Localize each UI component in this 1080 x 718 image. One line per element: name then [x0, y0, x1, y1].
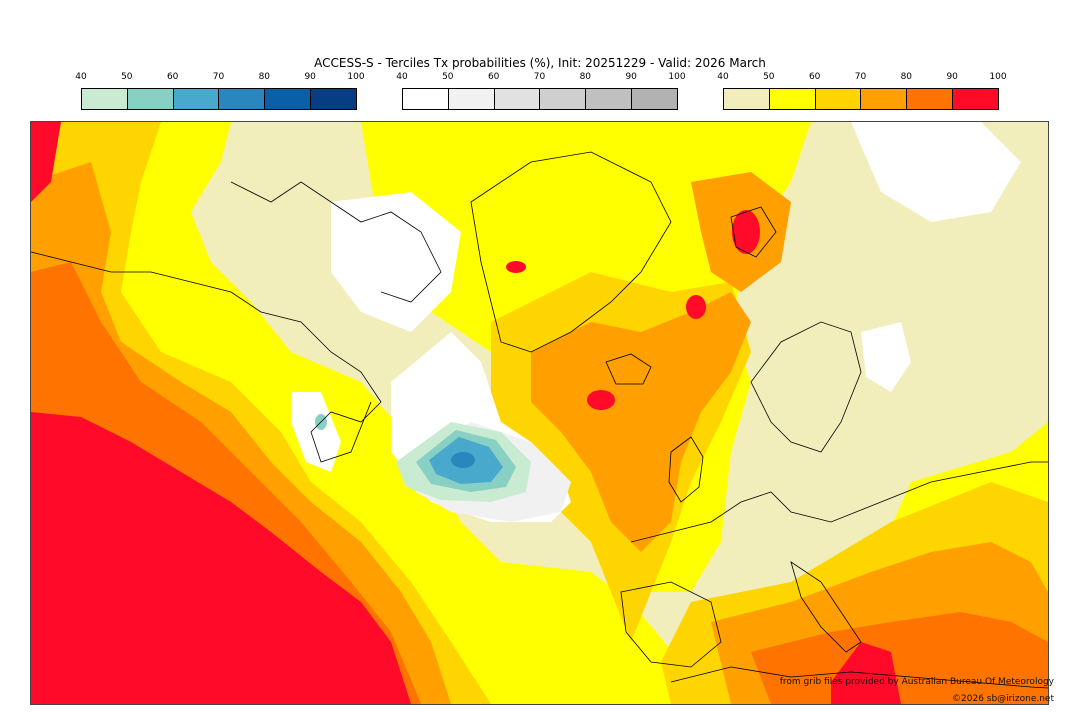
color-swatch [494, 89, 541, 109]
color-swatch [311, 89, 356, 109]
color-swatch [815, 89, 862, 109]
tick-label: 50 [442, 72, 454, 82]
tick-label: 90 [304, 72, 316, 82]
coastline-iceland [605, 353, 652, 385]
hotspot-red [506, 261, 526, 273]
tick-label: 60 [166, 72, 179, 82]
tick-label: 80 [900, 72, 913, 82]
color-swatch [907, 89, 954, 109]
hotspot-red [732, 210, 760, 254]
tick-label: 60 [487, 72, 500, 82]
credit-source: from grib files provided by Australian B… [779, 677, 1054, 687]
coastlines [31, 151, 1048, 689]
tick-label: 80 [258, 72, 271, 82]
tick-label: 70 [212, 72, 225, 82]
color-swatch [540, 89, 587, 109]
tick-label: 80 [579, 72, 592, 82]
tick-label: 100 [347, 72, 365, 82]
tick-label: 100 [668, 72, 686, 82]
tick-label: 50 [121, 72, 133, 82]
hotspot-red [686, 295, 706, 319]
colorbar-near-normal [402, 88, 678, 110]
coastline-africa [670, 666, 1048, 689]
colorbar-above-ticks: 40 50 60 70 80 90 100 [717, 72, 1006, 84]
color-swatch [448, 89, 495, 109]
probability-map [30, 121, 1049, 705]
tick-label: 40 [396, 72, 408, 82]
region-red-northwest [31, 122, 61, 202]
coastline-iberia [620, 581, 722, 668]
color-swatch [82, 89, 128, 109]
color-swatch [586, 89, 633, 109]
color-swatch [632, 89, 677, 109]
region-darkorange-med [751, 612, 1048, 704]
coastline-greenland [470, 151, 672, 353]
colorbar-above-normal [723, 88, 999, 110]
colorbar-below-normal [81, 88, 357, 110]
tick-label: 40 [75, 72, 87, 82]
region-white-canada [331, 192, 461, 332]
color-swatch [265, 89, 312, 109]
region-orange-atlantic [531, 292, 751, 552]
tick-label: 70 [854, 72, 867, 82]
map-svg [31, 122, 1048, 704]
coastline-svalbard [730, 206, 777, 258]
color-swatch [219, 89, 266, 109]
hotspot-red [587, 390, 615, 410]
coastline-north-america [31, 251, 382, 463]
tick-label: 90 [625, 72, 637, 82]
color-swatch [127, 89, 174, 109]
coastline-canadian-archipelago [230, 181, 442, 303]
color-swatch [953, 89, 998, 109]
color-swatch [861, 89, 908, 109]
color-swatch [403, 89, 449, 109]
tick-label: 50 [763, 72, 775, 82]
coastline-uk [668, 436, 704, 503]
map-title: ACCESS-S - Terciles Tx probabilities (%)… [314, 56, 766, 70]
credit-copyright: ©2026 sb@irizone.net [952, 694, 1054, 704]
tick-label: 100 [989, 72, 1007, 82]
region-white-northeast [851, 122, 1021, 222]
coastline-europe [630, 461, 1048, 543]
coastline-scandinavia [750, 321, 862, 453]
colorbar-near-ticks: 40 50 60 70 80 90 100 [396, 72, 685, 84]
color-swatch [769, 89, 816, 109]
region-white-newfoundland [291, 392, 341, 472]
color-swatch [724, 89, 770, 109]
tick-label: 90 [946, 72, 958, 82]
tick-label: 70 [533, 72, 546, 82]
region-white-scandinavia [861, 322, 911, 392]
color-swatch [173, 89, 220, 109]
colorbar-below-ticks: 40 50 60 70 80 90 100 [75, 72, 364, 84]
tick-label: 60 [808, 72, 821, 82]
region-red-atlantic [31, 412, 411, 704]
tick-label: 40 [717, 72, 729, 82]
region-blue-core [451, 452, 475, 468]
coastline-italy [790, 561, 862, 653]
